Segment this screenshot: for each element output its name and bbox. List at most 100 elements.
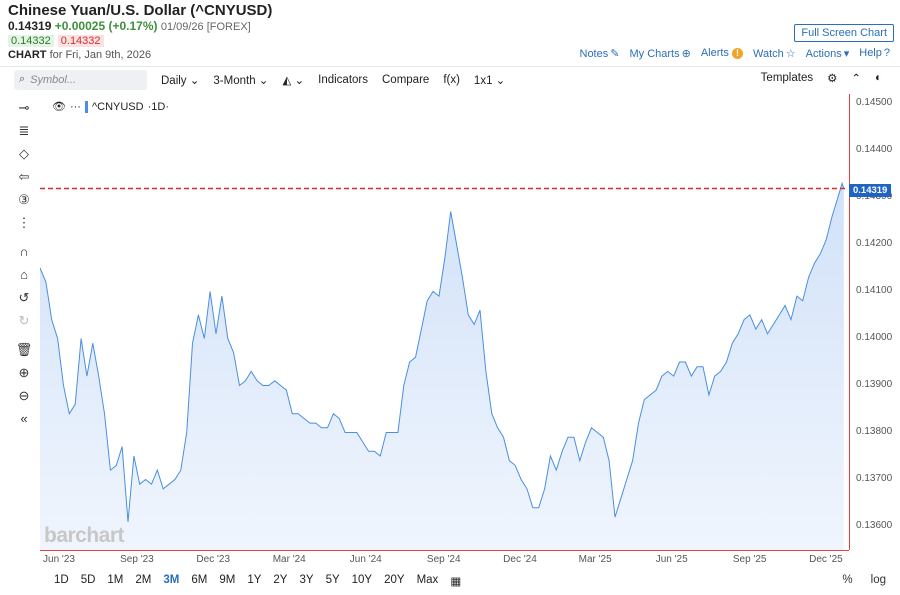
range-button-6m[interactable]: 6M <box>191 574 208 586</box>
price-line <box>40 181 845 522</box>
gear-icon[interactable]: ⚙ <box>827 73 838 85</box>
y-tick-label: 0.13800 <box>856 426 893 438</box>
redo-icon[interactable]: ↻ <box>18 313 30 328</box>
range-button-5d[interactable]: 5D <box>80 574 96 586</box>
chart-date: for Fri, Jan 9th, 2026 <box>49 49 152 61</box>
range-select[interactable]: 3-Month ⌄ <box>213 73 268 87</box>
trash-icon[interactable]: 🗑 <box>15 342 33 357</box>
layout-label: 1x1 <box>473 74 493 87</box>
x-tick-label: Sep '24 <box>426 554 461 565</box>
x-tick-label: Dec '24 <box>503 554 537 565</box>
chevron-down-icon: ⌄ <box>294 74 305 87</box>
x-tick-label: Jun '24 <box>349 554 382 565</box>
top-links: Notes ✎ My Charts ⊕ Alerts ! Watch ☆ Action… <box>580 47 891 60</box>
legend-symbol: ^CNYUSD <box>91 100 144 113</box>
range-button-3m[interactable]: 3M <box>163 574 180 586</box>
y-tick-label: 0.14100 <box>856 285 893 297</box>
chart-legend: 👁 ··· ^CNYUSD ·1D· <box>52 100 169 113</box>
more-icon[interactable]: ··· <box>69 100 81 113</box>
x-axis-line <box>40 550 849 551</box>
collapse-icon[interactable]: « <box>20 411 28 426</box>
series-color-swatch <box>84 100 88 113</box>
calendar-icon[interactable]: ▦ <box>450 576 462 588</box>
zoom-out-icon[interactable]: ⊖ <box>18 388 30 403</box>
collapse-up-icon[interactable]: ⌃ <box>851 73 862 85</box>
fib-icon[interactable]: ≣ <box>18 123 30 138</box>
range-button-1m[interactable]: 1M <box>107 574 124 586</box>
pattern-icon[interactable]: ⋮ <box>17 215 31 230</box>
x-tick-label: Jun '25 <box>655 554 688 565</box>
y-tick-label: 0.13900 <box>856 379 893 391</box>
notes-link[interactable]: Notes ✎ <box>580 47 620 60</box>
last-price-label: 0.14319 <box>849 184 892 197</box>
star-icon: ☆ <box>785 48 796 60</box>
area-chart-icon: ◭ <box>282 74 292 87</box>
range-button-1y[interactable]: 1Y <box>247 574 262 586</box>
drawing-toolbar: ⊸ ≣ ◇ ⇦ ③ ⋮ ∩ ⌂ ↺ ↻ 🗑 ⊕ ⊖ « <box>10 96 38 430</box>
log-scale-button[interactable]: log <box>870 574 886 586</box>
symbol-search-input[interactable]: ⌕ Symbol... <box>14 69 147 90</box>
actions-label: Actions <box>805 48 842 60</box>
undo-icon[interactable]: ↺ <box>18 290 30 305</box>
magnet-icon[interactable]: ∩ <box>19 244 29 259</box>
crosshair-icon[interactable]: ⊸ <box>18 100 30 115</box>
help-link[interactable]: Help? <box>859 47 890 60</box>
chart-label: CHART <box>8 49 47 61</box>
shapes-icon[interactable]: ◇ <box>19 146 29 161</box>
watch-link[interactable]: Watch ☆ <box>753 47 796 60</box>
bid-price: 0.14332 <box>8 35 54 47</box>
price-change: +0.00025 (+0.17%) <box>54 19 158 33</box>
zoom-in-icon[interactable]: ⊕ <box>18 365 30 380</box>
range-buttons: 1D 5D 1M 2M 3M 6M 9M 1Y 2Y 3Y 5Y 10Y 20Y Max ▦ <box>54 574 461 588</box>
dark-mode-icon[interactable]: ◐ <box>875 72 882 84</box>
y-tick-label: 0.13600 <box>856 520 893 532</box>
range-button-2y[interactable]: 2Y <box>273 574 288 586</box>
range-label: 3-Month <box>213 74 256 87</box>
range-button-9m[interactable]: 9M <box>219 574 236 586</box>
my-charts-label: My Charts <box>629 48 680 60</box>
templates-button[interactable]: Templates <box>760 72 814 84</box>
my-charts-link[interactable]: My Charts ⊕ <box>629 47 690 60</box>
last-price: 0.14319 <box>8 19 52 33</box>
x-tick-label: Dec '23 <box>196 554 230 565</box>
interval-select[interactable]: Daily ⌄ <box>161 73 199 87</box>
range-button-1d[interactable]: 1D <box>54 574 69 586</box>
full-screen-chart-button[interactable]: Full Screen Chart <box>794 24 894 42</box>
percent-scale-button[interactable]: % <box>842 574 853 586</box>
x-tick-label: Jun '23 <box>43 554 75 565</box>
notes-label: Notes <box>579 48 609 60</box>
edit-icon: ✎ <box>610 48 620 60</box>
chart-for-date: CHART for Fri, Jan 9th, 2026 <box>8 49 151 61</box>
interval-label: Daily <box>161 74 187 87</box>
indicators-button[interactable]: Indicators <box>318 73 368 86</box>
lock-icon[interactable]: ⌂ <box>20 267 28 282</box>
y-tick-label: 0.14500 <box>856 97 893 109</box>
range-button-10y[interactable]: 10Y <box>351 574 373 586</box>
function-button[interactable]: f(x) <box>443 73 460 86</box>
x-axis-labels: Jun '23 Sep '23 Dec '23 Mar '24 Jun '24 Sep '… <box>0 554 900 568</box>
plus-circle-icon: ⊕ <box>681 48 691 60</box>
chart-type-select[interactable]: ◭ ⌄ <box>282 73 304 87</box>
layout-select[interactable]: 1x1 ⌄ <box>474 73 505 87</box>
chevron-down-icon: ⌄ <box>495 74 506 87</box>
toolbar-right: Templates ⚙ ⌃ ◐ <box>761 71 882 85</box>
search-placeholder: Symbol... <box>30 73 77 86</box>
arrow-icon[interactable]: ⇦ <box>18 169 30 184</box>
chart-toolbar: ⌕ Symbol... Daily ⌄ 3-Month ⌄ ◭ ⌄ Indica… <box>0 66 900 92</box>
price-chart[interactable] <box>40 94 848 550</box>
y-tick-label: 0.13700 <box>856 473 893 485</box>
number-icon[interactable]: ③ <box>18 192 30 207</box>
eye-icon[interactable]: 👁 <box>52 101 66 113</box>
x-tick-label: Dec '25 <box>809 554 843 565</box>
alerts-label: Alerts <box>700 47 729 59</box>
range-button-2m[interactable]: 2M <box>135 574 152 586</box>
actions-menu[interactable]: Actions ▾ <box>806 47 850 60</box>
range-button-20y[interactable]: 20Y <box>384 574 405 586</box>
range-button-3y[interactable]: 3Y <box>299 574 314 586</box>
quote-meta: 01/09/26 [FOREX] <box>160 21 251 33</box>
range-button-5y[interactable]: 5Y <box>325 574 340 586</box>
range-button-max[interactable]: Max <box>416 574 439 586</box>
alerts-link[interactable]: Alerts ! <box>701 47 743 60</box>
y-tick-label: 0.14000 <box>856 332 893 344</box>
compare-button[interactable]: Compare <box>382 73 430 86</box>
